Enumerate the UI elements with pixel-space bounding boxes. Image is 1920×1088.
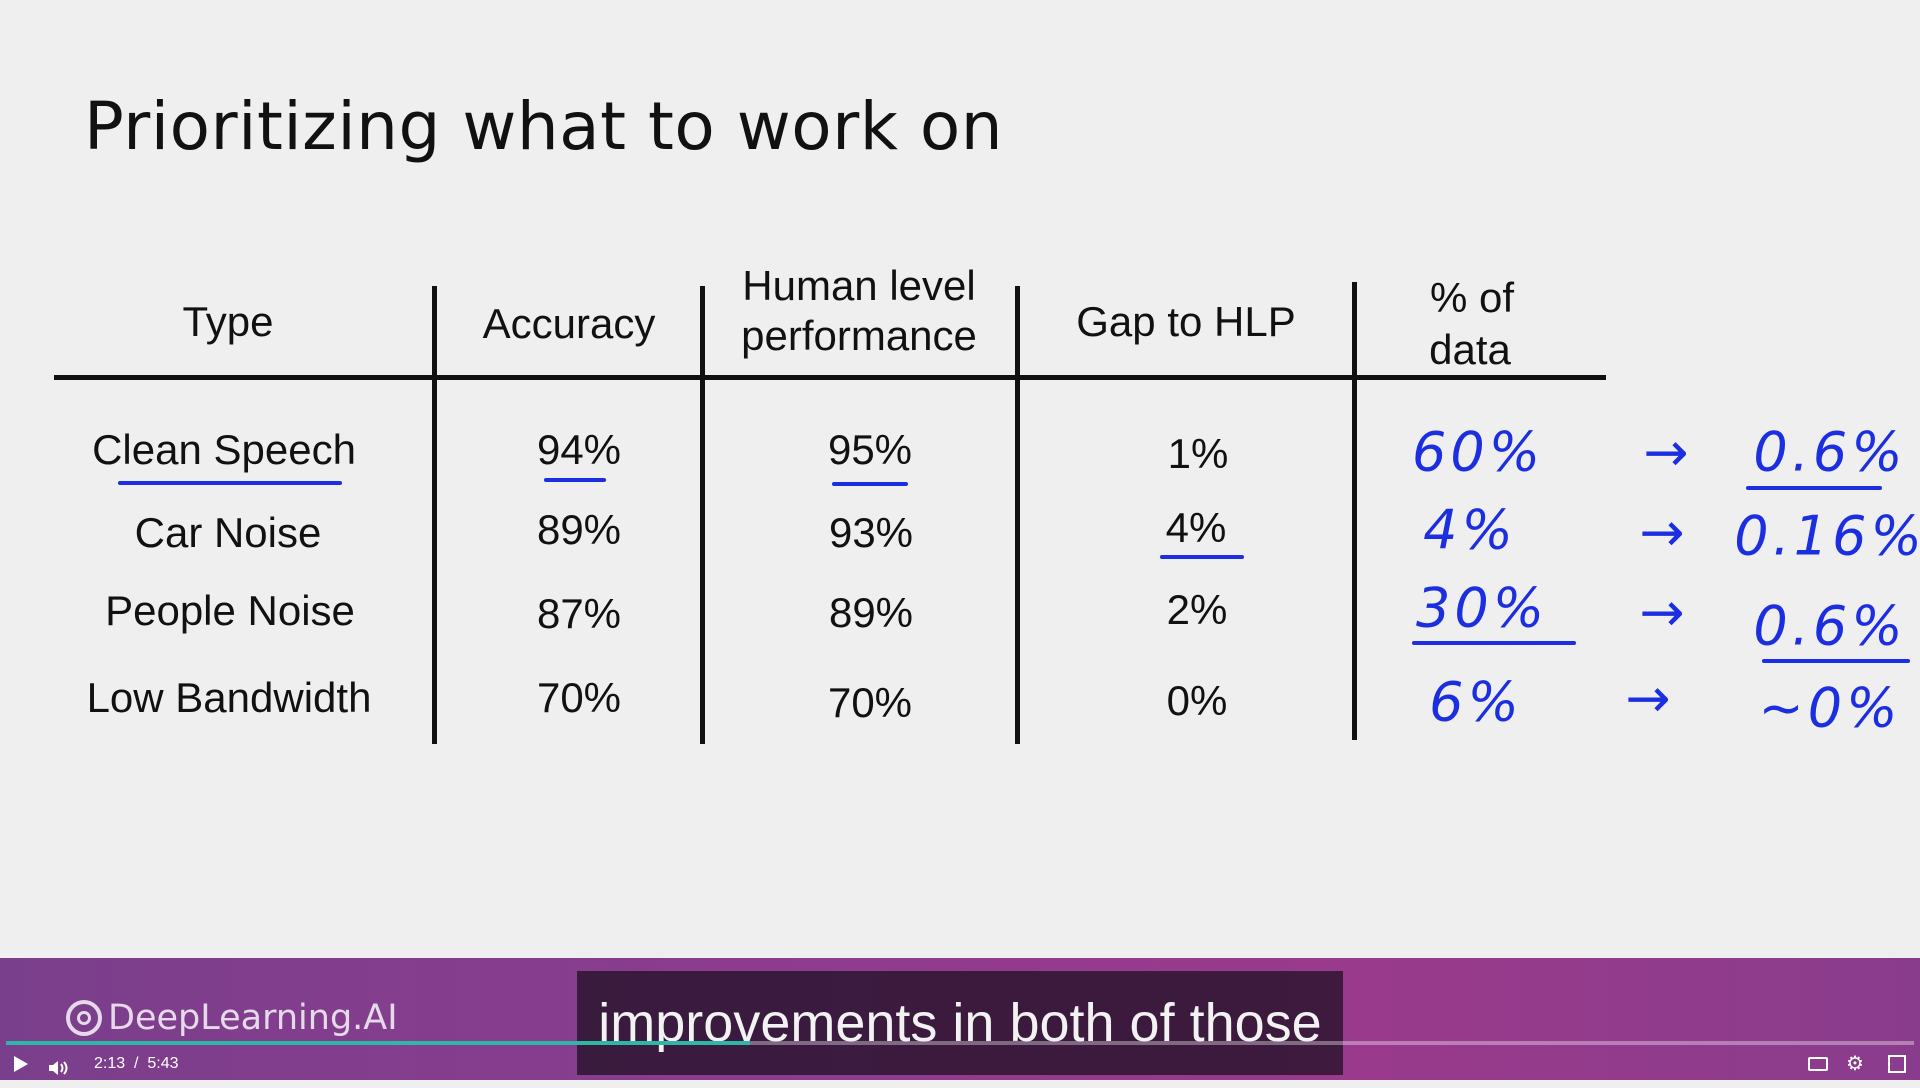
progress-bar[interactable] <box>6 1041 1914 1045</box>
cell-gap: 0% <box>1166 676 1228 724</box>
header-type: Type <box>182 297 274 345</box>
handwritten-arrow: → <box>1639 500 1689 564</box>
header-pct-line1: % of <box>1429 273 1515 321</box>
subtitle-caption: improvements in both of those <box>577 971 1343 1075</box>
cell-hlp: 70% <box>827 678 913 726</box>
column-divider <box>1015 286 1020 744</box>
cell-hlp: 93% <box>828 508 914 556</box>
lecture-slide: Prioritizing what to work on Type Accura… <box>54 88 1920 744</box>
column-divider <box>700 286 705 744</box>
duration: 5:43 <box>147 1055 179 1072</box>
handwritten-result: 0.6% <box>1753 594 1907 658</box>
handwritten-underline <box>1746 486 1882 490</box>
volume-icon-svg <box>49 1061 68 1075</box>
handwritten-underline <box>118 481 342 485</box>
header-hlp-line1: Human level <box>742 261 976 309</box>
fullscreen-icon[interactable] <box>1888 1055 1906 1073</box>
handwritten-underline <box>1160 555 1244 559</box>
deeplearning-logo: DeepLearning.AI <box>66 998 398 1038</box>
progress-fill <box>6 1041 751 1045</box>
header-gap: Gap to HLP <box>1076 297 1296 345</box>
captions-icon[interactable] <box>1808 1057 1828 1071</box>
handwritten-pct: 6% <box>1429 670 1523 734</box>
cell-type: People Noise <box>105 586 355 634</box>
cell-hlp: 89% <box>828 588 914 636</box>
header-hlp-line2: performance <box>741 311 977 359</box>
header-rule <box>54 375 1606 380</box>
handwritten-underline <box>832 482 908 486</box>
handwritten-arrow: → <box>1639 580 1689 644</box>
cell-accuracy: 94% <box>536 425 622 473</box>
handwritten-pct: 30% <box>1415 576 1549 640</box>
time-display: 2:13 / 5:43 <box>94 1048 179 1080</box>
handwritten-pct: 60% <box>1411 420 1545 484</box>
cell-hlp: 95% <box>827 425 913 473</box>
handwritten-pct: 4% <box>1423 498 1517 562</box>
time-separator: / <box>134 1055 139 1072</box>
cell-type: Clean Speech <box>92 425 356 473</box>
column-divider <box>432 286 437 744</box>
player-controls: 2:13 / 5:43 ⚙ <box>0 1048 1920 1080</box>
deeplearning-logo-icon <box>66 1000 102 1036</box>
column-divider <box>1352 282 1357 740</box>
cell-type: Low Bandwidth <box>86 673 372 721</box>
handwritten-result: 0.6% <box>1753 420 1907 484</box>
handwritten-underline <box>1412 641 1576 645</box>
current-time: 2:13 <box>94 1055 126 1072</box>
slide-title: Prioritizing what to work on <box>84 88 1004 165</box>
handwritten-result: 0.16% <box>1734 504 1920 568</box>
header-pct-line2: data <box>1429 325 1511 373</box>
handwritten-result: ~0% <box>1758 676 1902 740</box>
logo-text: DeepLearning.AI <box>108 998 398 1038</box>
play-icon[interactable] <box>14 1056 28 1072</box>
cell-gap: 2% <box>1166 585 1228 633</box>
volume-icon[interactable] <box>48 1056 70 1075</box>
handwritten-arrow: → <box>1625 666 1675 730</box>
cell-gap: 1% <box>1167 429 1229 477</box>
cell-accuracy: 89% <box>536 505 622 553</box>
handwritten-arrow: → <box>1643 420 1693 484</box>
settings-gear-icon[interactable]: ⚙ <box>1846 1053 1864 1075</box>
cell-accuracy: 70% <box>536 673 622 721</box>
handwritten-underline <box>544 478 606 482</box>
cell-accuracy: 87% <box>536 589 622 637</box>
cell-gap: 4% <box>1165 503 1227 551</box>
header-accuracy: Accuracy <box>482 299 656 347</box>
cell-type: Car Noise <box>134 508 322 556</box>
handwritten-underline <box>1762 659 1910 663</box>
